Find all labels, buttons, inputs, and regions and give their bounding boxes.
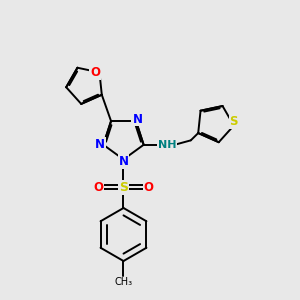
Text: N: N (118, 155, 128, 168)
Text: N: N (95, 138, 105, 151)
Text: O: O (90, 66, 100, 79)
Text: N: N (132, 112, 142, 125)
Text: O: O (94, 181, 103, 194)
Text: CH₃: CH₃ (114, 277, 133, 287)
Text: S: S (119, 181, 128, 194)
Text: NH: NH (158, 140, 176, 150)
Text: O: O (143, 181, 154, 194)
Text: S: S (230, 115, 238, 128)
